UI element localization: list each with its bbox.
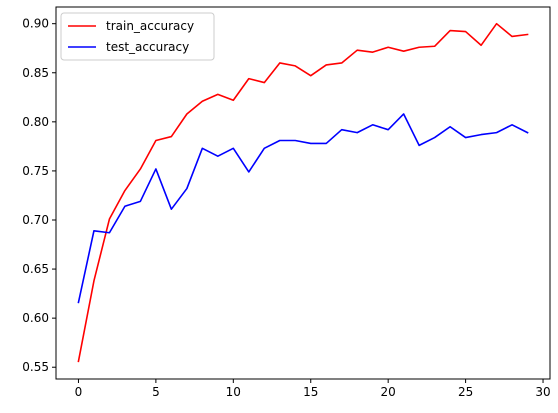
series-line-train-accuracy [77,22,529,363]
y-tick-label: 0.70 [22,213,49,227]
x-tick-label: 0 [75,385,83,399]
x-tick-label: 5 [152,385,160,399]
y-tick-label: 0.65 [22,262,49,276]
y-tick-label: 0.60 [22,311,49,325]
x-tick-label: 15 [303,385,318,399]
y-tick-label: 0.80 [22,115,49,129]
x-tick-label: 30 [535,385,550,399]
axes-ticks: 0 5 10 15 20 25 30 0.55 0.60 0.65 0.70 0.75 0.80 0.85… [22,17,550,399]
x-tick-label: 25 [458,385,473,399]
x-tick-label: 10 [226,385,241,399]
legend-label: test_accuracy [106,40,189,54]
series-line-test-accuracy [77,113,529,304]
x-tick-label: 20 [381,385,396,399]
plot-area [77,22,529,363]
y-tick-label: 0.90 [22,17,49,31]
y-tick-label: 0.55 [22,360,49,374]
legend-box [60,12,215,61]
legend-label: train_accuracy [106,19,194,33]
y-tick-label: 0.85 [22,66,49,80]
y-tick-label: 0.75 [22,164,49,178]
axes-frame [55,6,551,380]
legend: train_accuracy test_accuracy [60,12,215,61]
